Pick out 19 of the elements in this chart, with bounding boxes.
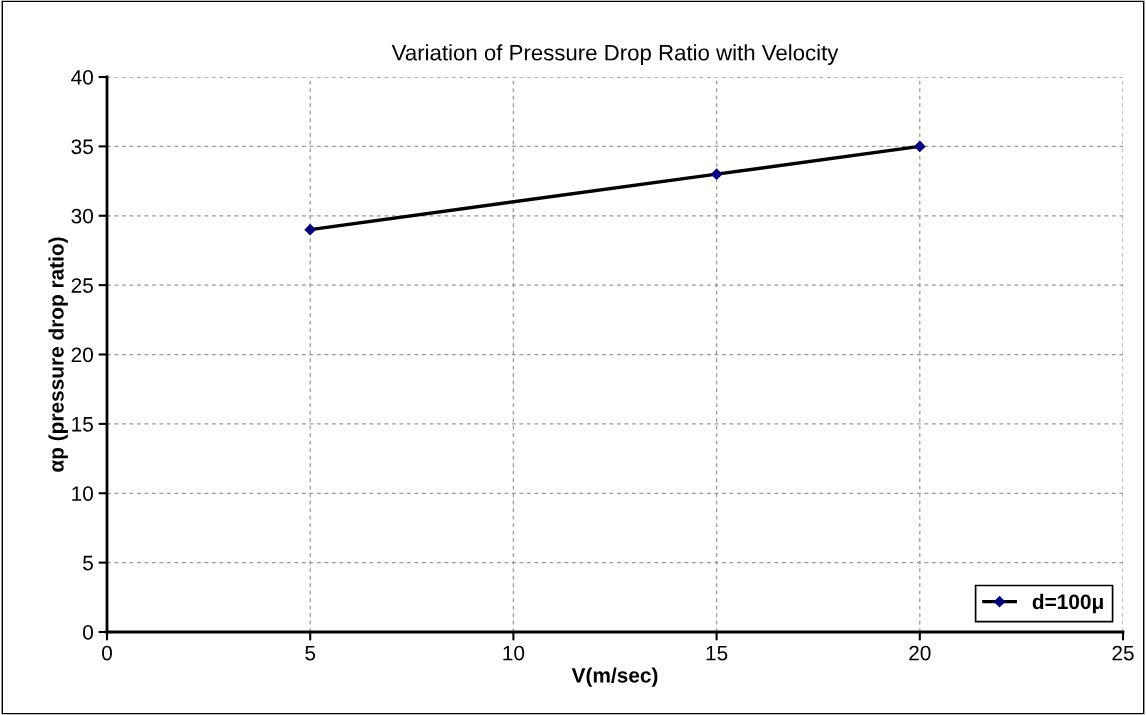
legend-label: d=100μ <box>1032 593 1103 614</box>
x-tick-label: 25 <box>1112 645 1134 661</box>
y-tick-label: 25 <box>71 278 93 293</box>
y-tick-label: 35 <box>71 139 93 155</box>
x-tick-label: 20 <box>909 645 931 661</box>
y-axis-title: αp (pressure drop ratio) <box>48 237 68 472</box>
y-tick-label: 10 <box>72 486 93 501</box>
x-axis-title: V(m/sec) <box>571 667 658 687</box>
y-tick-label: 5 <box>83 555 93 571</box>
y-tick-label: 20 <box>71 347 93 363</box>
chart-title: Variation of Pressure Drop Ratio with Velocity <box>391 44 839 65</box>
x-tick-label: 0 <box>102 645 112 661</box>
y-tick-label: 15 <box>72 417 93 432</box>
y-tick-label: 30 <box>71 208 93 224</box>
y-tick-label: 40 <box>71 70 93 85</box>
y-tick-label: 0 <box>83 625 93 640</box>
x-tick-label: 15 <box>706 645 728 661</box>
x-tick-label: 10 <box>503 645 525 661</box>
x-tick-label: 5 <box>305 645 316 661</box>
